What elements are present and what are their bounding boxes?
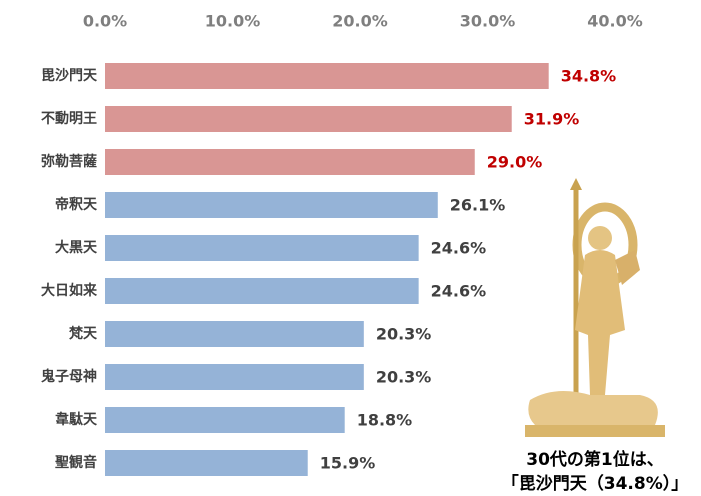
bar xyxy=(105,321,364,347)
y-tick-label: 梵天 xyxy=(69,325,98,342)
y-tick-label: 弥勒菩薩 xyxy=(41,153,97,170)
y-tick-label: 韋駄天 xyxy=(55,411,98,428)
value-label: 24.6% xyxy=(431,282,487,301)
bar xyxy=(105,192,438,218)
annotation: 30代の第1位は、 xyxy=(526,449,664,470)
value-label: 20.3% xyxy=(376,368,432,387)
y-tick-label: 鬼子母神 xyxy=(41,368,97,385)
value-label: 26.1% xyxy=(450,196,506,215)
bar xyxy=(105,63,549,89)
y-tick-label: 不動明王 xyxy=(41,110,97,127)
y-tick-label: 大日如来 xyxy=(41,282,98,299)
value-label: 18.8% xyxy=(357,411,413,430)
y-tick-label: 大黒天 xyxy=(55,239,98,256)
value-label: 29.0% xyxy=(487,153,543,172)
annotation: 「毘沙門天（34.8%）」 xyxy=(502,473,688,494)
bar xyxy=(105,364,364,390)
y-tick-label: 毘沙門天 xyxy=(41,68,98,84)
x-tick-label: 30.0% xyxy=(460,12,516,31)
x-tick-label: 40.0% xyxy=(587,12,643,31)
bar xyxy=(105,149,475,175)
bar xyxy=(105,450,308,476)
value-label: 20.3% xyxy=(376,325,432,344)
value-label: 31.9% xyxy=(524,110,580,129)
x-tick-label: 20.0% xyxy=(332,12,388,31)
x-tick-label: 10.0% xyxy=(205,12,261,31)
value-label: 24.6% xyxy=(431,239,487,258)
value-label: 15.9% xyxy=(320,454,376,473)
bar xyxy=(105,106,512,132)
bar xyxy=(105,278,419,304)
bar xyxy=(105,235,419,261)
statue-illustration xyxy=(525,178,665,437)
x-tick-label: 0.0% xyxy=(83,12,127,31)
bar xyxy=(105,407,345,433)
value-label: 34.8% xyxy=(561,67,617,86)
y-tick-label: 聖観音 xyxy=(55,454,97,471)
y-tick-label: 帝釈天 xyxy=(55,196,98,213)
